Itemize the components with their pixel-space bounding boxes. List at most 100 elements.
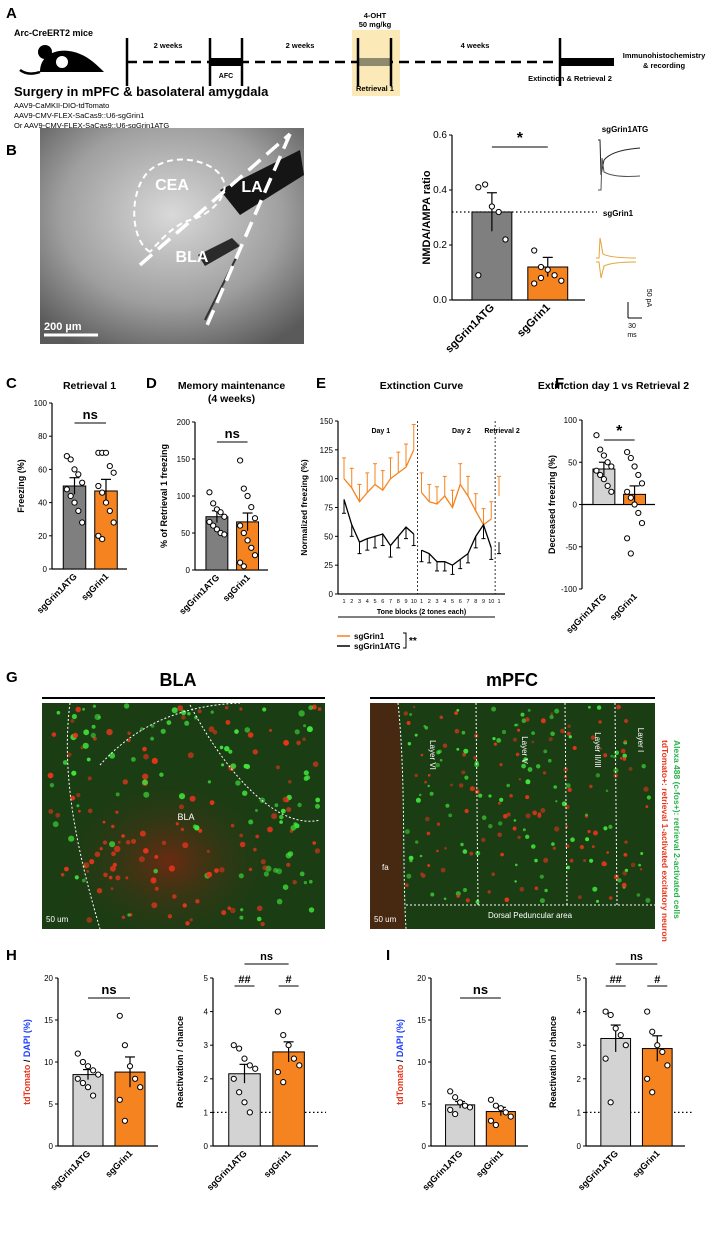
cell: [628, 767, 633, 771]
y-axis-label: Freezing (%): [16, 459, 26, 513]
x-tick-label: 1: [497, 599, 500, 605]
panel-letter-a: A: [6, 5, 17, 22]
cell: [283, 739, 289, 746]
data-point: [659, 1048, 666, 1056]
x-tick-label: 8: [474, 599, 477, 605]
y-tick-label: 0: [43, 565, 48, 574]
data-point: [121, 1042, 129, 1049]
panel-letter-b: B: [6, 142, 17, 159]
sig-label: ns: [101, 982, 116, 997]
cell: [450, 783, 453, 787]
cell: [460, 842, 464, 847]
cell: [103, 840, 107, 845]
g-right-title: mPFC: [486, 670, 538, 690]
cell: [616, 704, 621, 710]
data-point: [210, 500, 217, 507]
cell: [427, 774, 431, 777]
data-point: [447, 1088, 454, 1095]
cell: [513, 819, 517, 822]
ihc-label-2: & recording: [643, 61, 686, 70]
cell: [426, 831, 431, 836]
data-point: [241, 1055, 248, 1062]
cell: [207, 780, 211, 784]
cell: [565, 783, 571, 788]
cell: [282, 884, 289, 890]
x-tick-label: 1: [342, 599, 345, 605]
x-axis-label: Tone blocks (2 tones each): [377, 609, 466, 616]
cell: [414, 733, 418, 737]
cell: [520, 712, 525, 717]
cell: [438, 749, 442, 754]
cell: [52, 821, 59, 828]
data-point: [67, 492, 74, 500]
cell: [461, 730, 466, 735]
cell: [315, 803, 320, 809]
cell: [461, 770, 466, 775]
cell: [462, 849, 468, 854]
cell: [525, 779, 531, 785]
cell: [256, 905, 263, 912]
cell: [288, 780, 292, 784]
x-tick-label: sgGrin1ATG: [35, 571, 79, 615]
day-label: Retrieval 2: [484, 428, 520, 435]
cell: [66, 752, 72, 758]
panel-letter-f: F: [555, 375, 564, 392]
y-axis-label: % of Retrieval 1 freezing: [159, 444, 169, 548]
y-tick-label: 100: [564, 416, 578, 425]
label-la: LA: [241, 179, 263, 196]
panel-letter-h: H: [6, 947, 17, 964]
cell: [624, 718, 629, 724]
cell: [589, 858, 594, 863]
cell: [221, 910, 227, 916]
data-point: [604, 482, 611, 490]
data-point: [492, 1121, 499, 1129]
cell: [117, 840, 121, 844]
cell: [420, 872, 424, 876]
data-point: [241, 1099, 248, 1106]
data-point: [296, 1062, 303, 1069]
y-tick-label: 50: [324, 532, 333, 541]
panel-letter-g: G: [6, 669, 18, 686]
cell: [239, 841, 246, 848]
cell: [72, 732, 79, 739]
cell: [623, 739, 627, 743]
data-point: [593, 467, 600, 474]
cell: [153, 868, 158, 874]
bla-cells: [47, 703, 322, 927]
data-point: [74, 1050, 81, 1057]
data-point: [121, 1117, 129, 1124]
cell: [185, 921, 190, 926]
cell: [230, 763, 237, 769]
cell: [151, 902, 158, 909]
data-point: [274, 1008, 281, 1015]
cell: [459, 783, 464, 788]
chart-subtitle: (4 weeks): [208, 393, 255, 405]
data-point: [631, 501, 638, 508]
y-tick-label: 5: [204, 974, 209, 983]
y-tick-label: 15: [417, 1016, 426, 1025]
data-point: [206, 489, 213, 496]
data-point: [475, 184, 482, 191]
cell: [620, 748, 626, 754]
cell: [589, 784, 593, 789]
y-axis-label: Decreased freezing (%): [547, 455, 557, 554]
data-point: [607, 1011, 614, 1019]
cell: [475, 850, 481, 856]
cell: [543, 749, 548, 754]
cell: [404, 829, 410, 835]
cell: [555, 800, 558, 803]
cell: [239, 833, 244, 838]
cell: [312, 841, 317, 845]
ohtt-dose: 50 mg/kg: [359, 20, 392, 29]
cell: [488, 794, 492, 798]
y-tick-label: 20: [38, 532, 47, 541]
x-tick-label: 2: [350, 599, 353, 605]
cell: [49, 783, 55, 788]
data-point: [492, 1102, 499, 1109]
cell: [463, 748, 469, 754]
cell: [159, 772, 164, 777]
cell: [260, 859, 266, 865]
y-tick-label: 0: [186, 566, 191, 575]
cell: [514, 880, 517, 883]
cell: [525, 813, 531, 819]
